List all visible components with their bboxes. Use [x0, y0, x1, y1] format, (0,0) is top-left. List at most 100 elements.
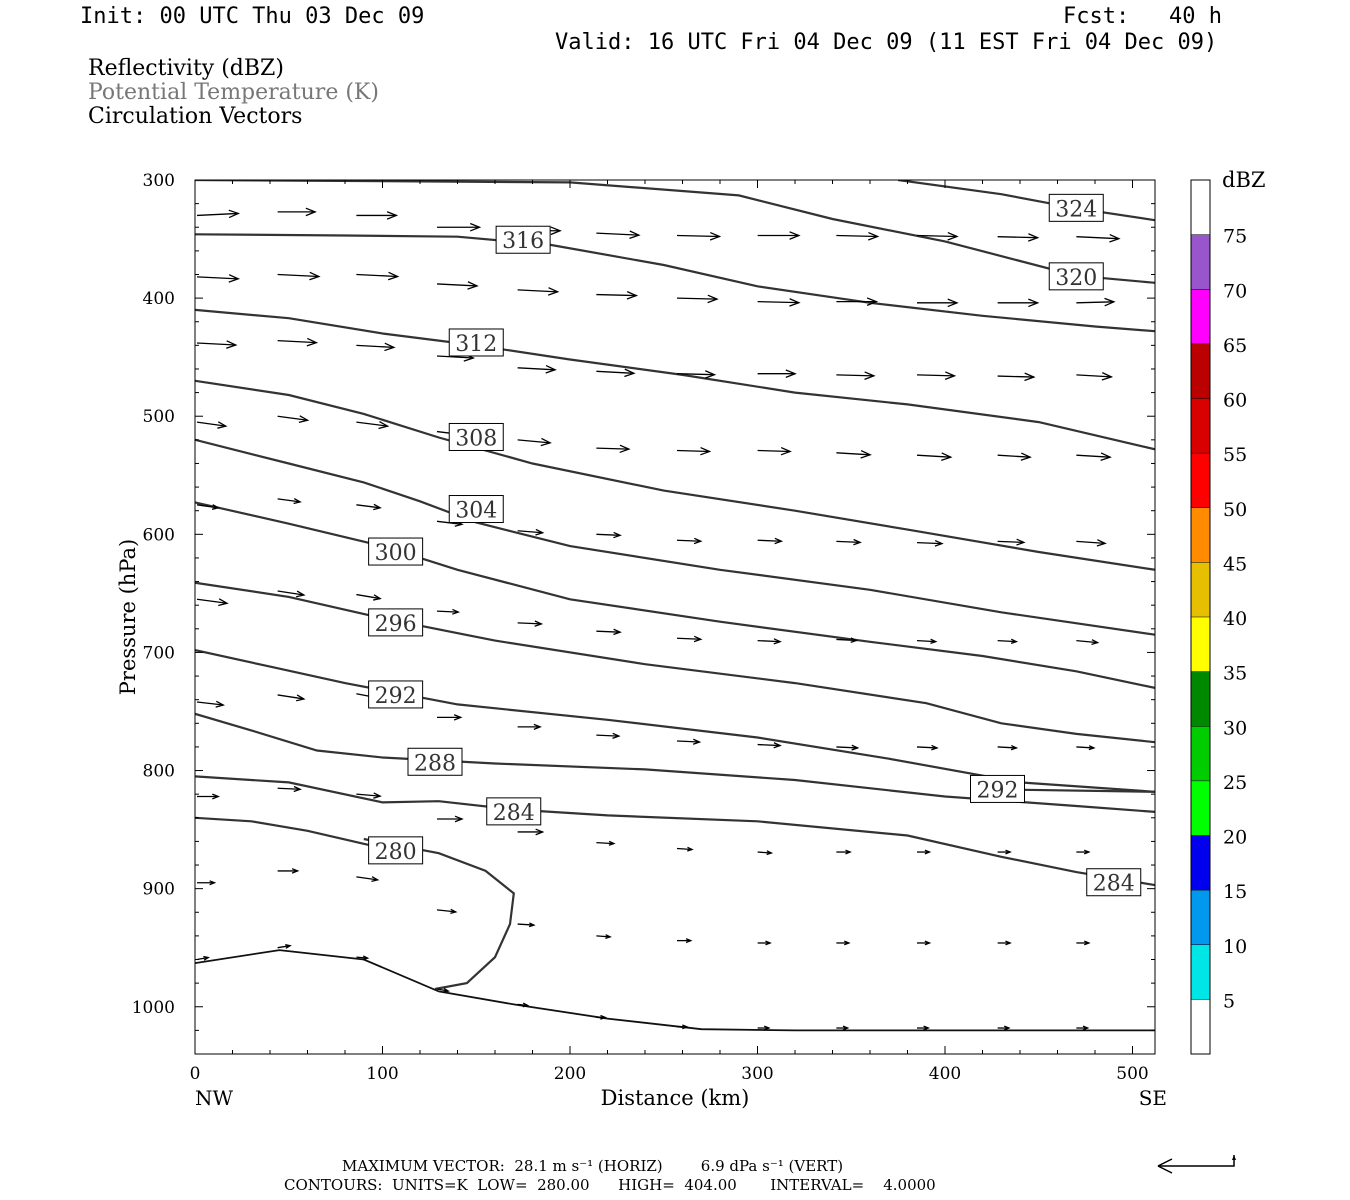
contour-label-box	[495, 225, 551, 254]
circulation-vector	[997, 298, 1040, 308]
circulation-vector	[676, 846, 694, 852]
colorbar-tick-label: 10	[1223, 936, 1247, 958]
y-tick-label: 800	[143, 762, 175, 782]
contour-label-box	[368, 537, 424, 566]
isentrope-296	[195, 581, 1155, 744]
circulation-vector	[836, 940, 851, 946]
contour-label-box	[448, 422, 504, 451]
circulation-vector	[757, 638, 782, 645]
colorbar-segment	[1191, 398, 1210, 454]
colorbar-tick-label: 50	[1223, 499, 1247, 521]
contour-label-box	[1086, 868, 1142, 897]
colorbar-tick-label: 35	[1223, 663, 1247, 685]
circulation-vector	[356, 593, 382, 601]
circulation-vector	[757, 446, 792, 456]
circulation-vector	[356, 271, 400, 281]
circulation-vector	[596, 291, 639, 300]
circulation-vector	[1076, 745, 1096, 751]
isentrope-308	[195, 379, 1155, 571]
circulation-vector	[1076, 539, 1107, 547]
circulation-vector	[356, 876, 380, 882]
circulation-vector	[916, 371, 957, 380]
circulation-vector	[356, 955, 370, 961]
circulation-vector	[197, 793, 221, 800]
colorbar-tick-label: 5	[1223, 990, 1235, 1012]
x-tick-label: 100	[366, 1064, 398, 1084]
circulation-vector	[196, 274, 241, 283]
contour-label: 296	[375, 612, 417, 637]
contour-label-box	[448, 328, 504, 357]
circulation-vector	[196, 700, 225, 708]
colorbar-tick-label: 45	[1223, 553, 1247, 575]
reference-vector-icon	[1157, 1155, 1236, 1174]
circulation-vector	[916, 638, 938, 645]
circulation-vector	[997, 1025, 1011, 1031]
init-time: Init: 00 UTC Thu 03 Dec 09	[80, 4, 425, 29]
circulation-vector	[917, 849, 932, 855]
circulation-vector	[836, 297, 879, 306]
circulation-vector	[436, 281, 479, 290]
isentrope-292	[195, 649, 1155, 793]
colorbar-tick-label: 40	[1223, 608, 1247, 630]
circulation-vector	[436, 908, 458, 915]
circulation-vector	[757, 850, 774, 856]
circulation-vector	[517, 365, 557, 374]
colorbar-segment	[1191, 999, 1210, 1054]
contour-label: 292	[375, 684, 417, 709]
colorbar-segment	[1191, 726, 1210, 781]
circulation-vector	[596, 531, 622, 539]
isentrope-324	[897, 180, 1155, 222]
circulation-vector	[596, 934, 612, 940]
circulation-vector	[596, 444, 631, 454]
circulation-vector	[916, 539, 944, 547]
contour-label: 316	[502, 229, 544, 254]
field-reflectivity: Reflectivity (dBZ)	[88, 56, 284, 81]
circulation-vector	[997, 233, 1040, 242]
y-tick-label: 600	[143, 525, 175, 545]
y-tick-label: 1000	[132, 998, 175, 1018]
circulation-vector	[277, 785, 302, 793]
colorbar-tick-label: 55	[1223, 444, 1247, 466]
circulation-vector	[836, 1025, 850, 1031]
circulation-vector	[277, 498, 302, 505]
x-tick-label: 300	[741, 1064, 773, 1084]
forecast-hour: Fcst: 40 h	[1063, 4, 1222, 29]
circulation-vector	[196, 598, 229, 607]
circulation-vector	[277, 271, 321, 281]
circulation-vector	[836, 538, 862, 546]
circulation-vector	[196, 340, 238, 349]
y-tick-label: 300	[143, 171, 175, 191]
y-tick-label: 500	[143, 407, 175, 427]
contour-info-note: CONTOURS: UNITS=K LOW= 280.00 HIGH= 404.…	[284, 1176, 936, 1194]
circulation-vector	[277, 868, 300, 874]
circulation-vector	[836, 744, 860, 751]
circulation-vector	[596, 628, 622, 636]
colorbar-tick-label: 25	[1223, 772, 1247, 794]
circulation-vector	[437, 714, 463, 721]
colorbar-unit: dBZ	[1222, 168, 1265, 192]
contour-label-box	[368, 836, 424, 865]
circulation-vector	[916, 744, 939, 751]
contour-label-box	[486, 797, 542, 826]
circulation-vector	[676, 370, 717, 379]
contour-label: 324	[1055, 197, 1097, 222]
colorbar-segment	[1191, 617, 1210, 672]
circulation-vector	[997, 538, 1026, 546]
circulation-vector	[997, 452, 1032, 461]
colorbar-tick-label: 75	[1223, 226, 1247, 248]
circulation-vector	[917, 298, 959, 308]
circulation-vector	[517, 287, 560, 296]
circulation-vector	[356, 211, 399, 220]
contour-label: 308	[455, 426, 497, 451]
contour-label: 280	[375, 840, 417, 865]
isentrope-316	[195, 233, 1155, 333]
y-tick-label: 400	[143, 289, 175, 309]
circulation-vector	[1076, 1025, 1090, 1031]
x-end-label-left: NW	[195, 1086, 234, 1110]
colorbar-tick-label: 15	[1223, 881, 1247, 903]
valid-time: Valid: 16 UTC Fri 04 Dec 09 (11 EST Fri …	[555, 30, 1218, 55]
isentrope-280	[363, 837, 515, 991]
circulation-vector	[676, 738, 702, 745]
circulation-vector	[196, 421, 228, 429]
colorbar-segment	[1191, 944, 1210, 1000]
